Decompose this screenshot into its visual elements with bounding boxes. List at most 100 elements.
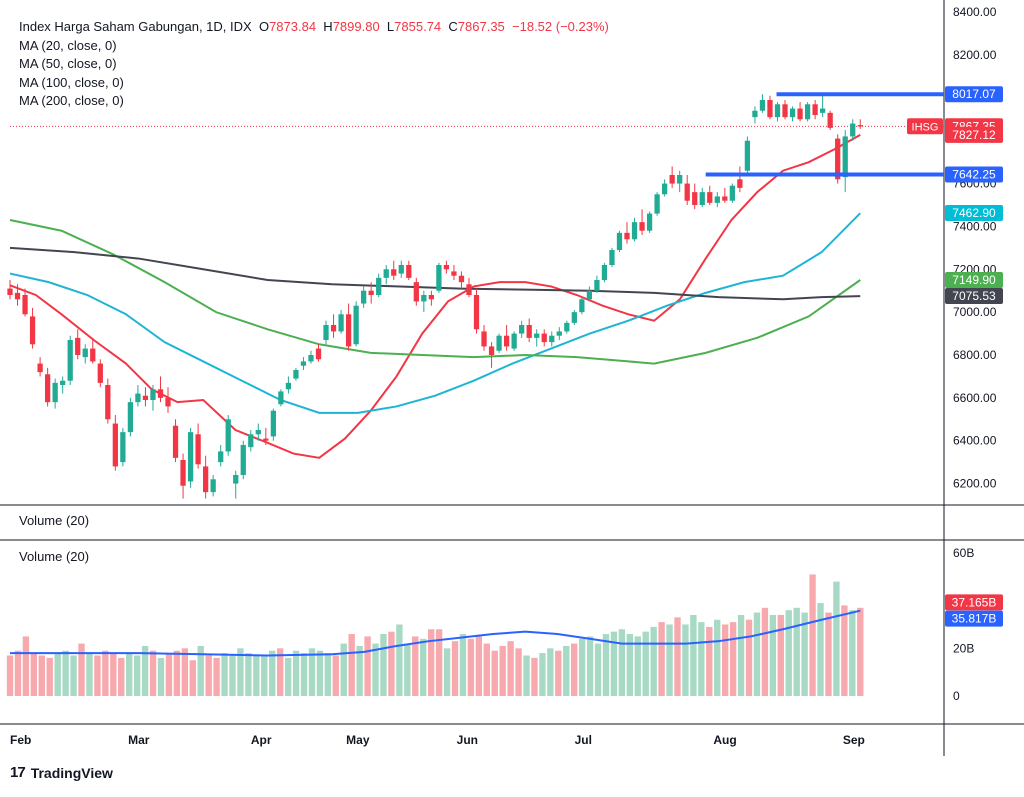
time-axis-label: May (346, 733, 370, 747)
volume-bar (110, 653, 117, 696)
candle-body (150, 389, 156, 400)
volume-bar (507, 641, 514, 696)
volume-bar (284, 657, 292, 696)
candle-body (466, 284, 472, 295)
candle-body (774, 104, 781, 118)
volume-bar (404, 643, 411, 696)
volume-bar (785, 610, 792, 696)
candle-body (511, 333, 517, 349)
candle-body (323, 325, 329, 340)
volume-bar (14, 650, 22, 696)
volume-bar (356, 645, 363, 696)
volume-bar (539, 653, 546, 696)
ma-line (9, 219, 861, 365)
candle-body (187, 432, 194, 482)
candle-body (248, 434, 254, 448)
candle-body (368, 290, 374, 295)
volume-bar (817, 603, 824, 696)
volume-bar (292, 650, 300, 696)
volume-bar (372, 643, 379, 696)
volume-pane-collapsed-title[interactable]: Volume (20) (19, 513, 90, 528)
price-axis-tag-label: 7827.12 (952, 128, 996, 142)
indicator-ma100[interactable]: MA (100, close, 0) (19, 74, 124, 90)
volume-bar (547, 648, 554, 696)
candle-body (345, 314, 352, 347)
volume-bar (555, 650, 562, 696)
candle-body (722, 196, 728, 201)
volume-bar (412, 636, 419, 696)
volume-bar (571, 643, 578, 696)
candle-body (233, 475, 239, 484)
candle-body (29, 316, 36, 345)
volume-bar (261, 655, 268, 696)
candle-body (7, 288, 13, 295)
volume-bar (205, 655, 212, 696)
volume-bar (610, 631, 618, 696)
candle-body (549, 335, 555, 343)
volume-axis-tag (945, 594, 1003, 611)
ma-line (9, 212, 861, 414)
volume-bar (642, 631, 649, 696)
candle-body (60, 380, 66, 385)
volume-bar (634, 636, 641, 696)
volume-bar (451, 641, 459, 696)
volume-bar (531, 657, 538, 696)
candle-body (240, 445, 246, 475)
time-axis-label: Sep (843, 733, 865, 747)
volume-bar (650, 626, 657, 696)
volume-bar (86, 653, 93, 696)
tradingview-logo[interactable]: 17 TradingView (10, 764, 113, 781)
price-axis-tag (945, 126, 1003, 143)
ma-line (9, 134, 861, 459)
candle-body (120, 432, 126, 463)
indicator-ma200[interactable]: MA (200, close, 0) (19, 93, 124, 108)
candle-body (654, 194, 660, 214)
volume-bar (126, 653, 133, 696)
time-axis-label: Aug (713, 733, 736, 747)
price-axis-tag-label: 8017.07 (952, 87, 996, 101)
volume-bar (46, 657, 53, 696)
volume-bar (586, 636, 594, 696)
symbol-name[interactable]: Index Harga Saham Gabungan, 1D, IDX (19, 19, 252, 34)
candle-body (804, 104, 811, 120)
chart-legend: Index Harga Saham Gabungan, 1D, IDX O787… (19, 18, 609, 111)
volume-bar (491, 650, 498, 696)
volume-pane-title[interactable]: Volume (20) (19, 549, 90, 564)
volume-bar (197, 645, 204, 696)
candle-body (52, 382, 58, 403)
volume-bar (189, 660, 196, 696)
volume-bar (515, 648, 522, 696)
candle-body (270, 410, 276, 437)
price-tick-label: 6800.00 (953, 348, 997, 362)
candle-body (677, 175, 683, 184)
candle-body (579, 299, 585, 313)
volume-bar (563, 645, 570, 696)
volume-bar (761, 607, 769, 696)
candle-body (142, 395, 149, 400)
price-axis-tag-label: 7075.53 (952, 289, 996, 303)
volume-bar (78, 643, 85, 696)
indicator-ma50[interactable]: MA (50, close, 0) (19, 56, 117, 71)
candle-body (383, 269, 389, 278)
candle-body (631, 222, 638, 240)
indicator-ma20[interactable]: MA (20, close, 0) (19, 37, 117, 53)
time-axis-label: Jun (457, 733, 478, 747)
candle-body (737, 179, 743, 188)
volume-bar (229, 655, 236, 696)
candle-body (44, 374, 51, 403)
low-label: L (386, 19, 395, 34)
volume-bar (70, 655, 77, 696)
volume-bar (793, 607, 800, 696)
candle-body (473, 295, 480, 330)
volume-bar (737, 614, 745, 696)
candle-body (82, 348, 88, 358)
high-label: H (323, 19, 333, 34)
candle-body (586, 290, 593, 300)
candle-body (105, 385, 111, 420)
volume-bar (658, 622, 665, 696)
volume-axis-tag (945, 610, 1003, 627)
candle-body (255, 430, 261, 435)
volume-bar (849, 610, 856, 696)
candle-body (812, 104, 818, 115)
